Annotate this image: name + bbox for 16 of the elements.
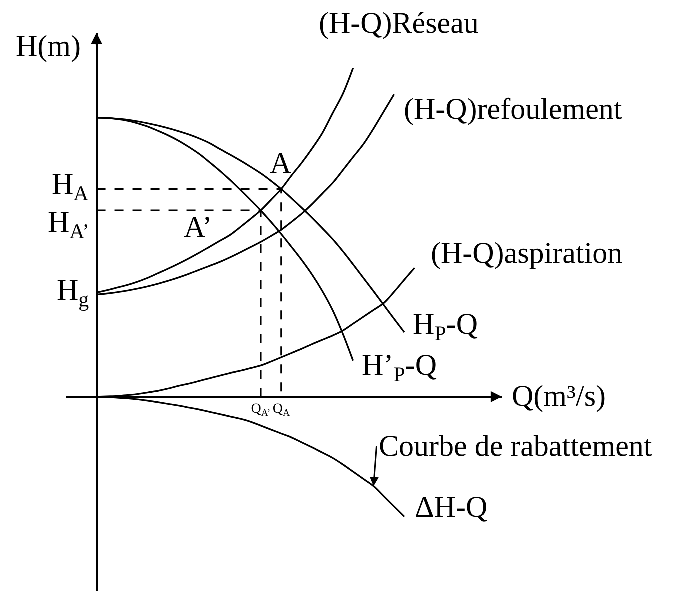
annotation: A (270, 147, 292, 180)
x-tick-label: Q$_{A}$ (272, 402, 290, 419)
text: H$_{g}$ (57, 274, 90, 312)
x-tick-label: Q$_{A’}$ (251, 402, 271, 419)
series-label: (H-Q)refoulement (404, 93, 623, 126)
series-label: H$_{P}$-Q (413, 308, 478, 346)
series-label: ΔH-Q (415, 491, 488, 524)
text: H$_{A’}$ (48, 206, 90, 244)
annotation: Courbe de rabattement (379, 430, 653, 463)
text: H$_{A}$ (52, 168, 90, 206)
series-label: (H-Q)Réseau (319, 7, 479, 40)
series-label: (H-Q)aspiration (431, 237, 623, 270)
annotation: A’ (184, 211, 212, 244)
x-axis-title: Q(m³/s) (512, 380, 606, 413)
y-axis-title: H(m) (16, 30, 81, 63)
series-label: H’$_{P}$-Q (362, 349, 438, 386)
